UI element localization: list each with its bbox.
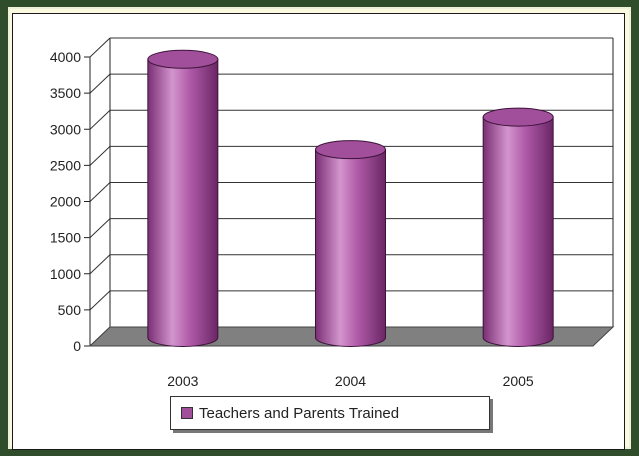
bar-body: [482, 116, 554, 347]
bar-top: [315, 140, 386, 160]
side-gridline: [89, 73, 111, 94]
legend-label: Teachers and Parents Trained: [199, 404, 400, 422]
y-tick-label: 2000: [50, 194, 81, 210]
side-gridline: [89, 146, 111, 166]
y-tick-label: 4000: [50, 49, 81, 65]
side-gridline: [89, 218, 111, 238]
legend: Teachers and Parents Trained: [170, 396, 490, 430]
side-gridline: [89, 254, 111, 275]
bar-body: [147, 58, 219, 347]
side-gridline: [89, 37, 111, 58]
bar-2004: [315, 140, 386, 347]
x-axis-labels: 2003 2004 2005: [167, 373, 534, 389]
y-tick-label: 1000: [50, 266, 81, 282]
legend-swatch: [181, 407, 193, 419]
bar-body: [315, 149, 386, 347]
y-axis: 0 500 1000 1500 2000 2500 3000 3500 4000: [50, 49, 91, 354]
y-tick-label: 3500: [50, 85, 81, 101]
x-tick-label: 2004: [335, 373, 366, 389]
x-tick-label: 2005: [503, 373, 534, 389]
y-tick-label: 500: [58, 302, 82, 318]
y-tick-label: 3000: [50, 121, 81, 137]
bars: [147, 49, 554, 347]
bar-top: [147, 49, 219, 69]
side-gridline: [89, 182, 111, 202]
bar-2003: [147, 49, 219, 347]
y-tick-label: 1500: [50, 230, 81, 246]
side-gridline: [89, 109, 111, 130]
side-gridline: [89, 290, 111, 311]
x-tick-label: 2003: [167, 373, 198, 389]
y-tick-label: 2500: [50, 157, 81, 173]
bar-top: [482, 107, 554, 127]
bar-2005: [482, 107, 554, 347]
y-tick-label: 0: [73, 338, 81, 354]
